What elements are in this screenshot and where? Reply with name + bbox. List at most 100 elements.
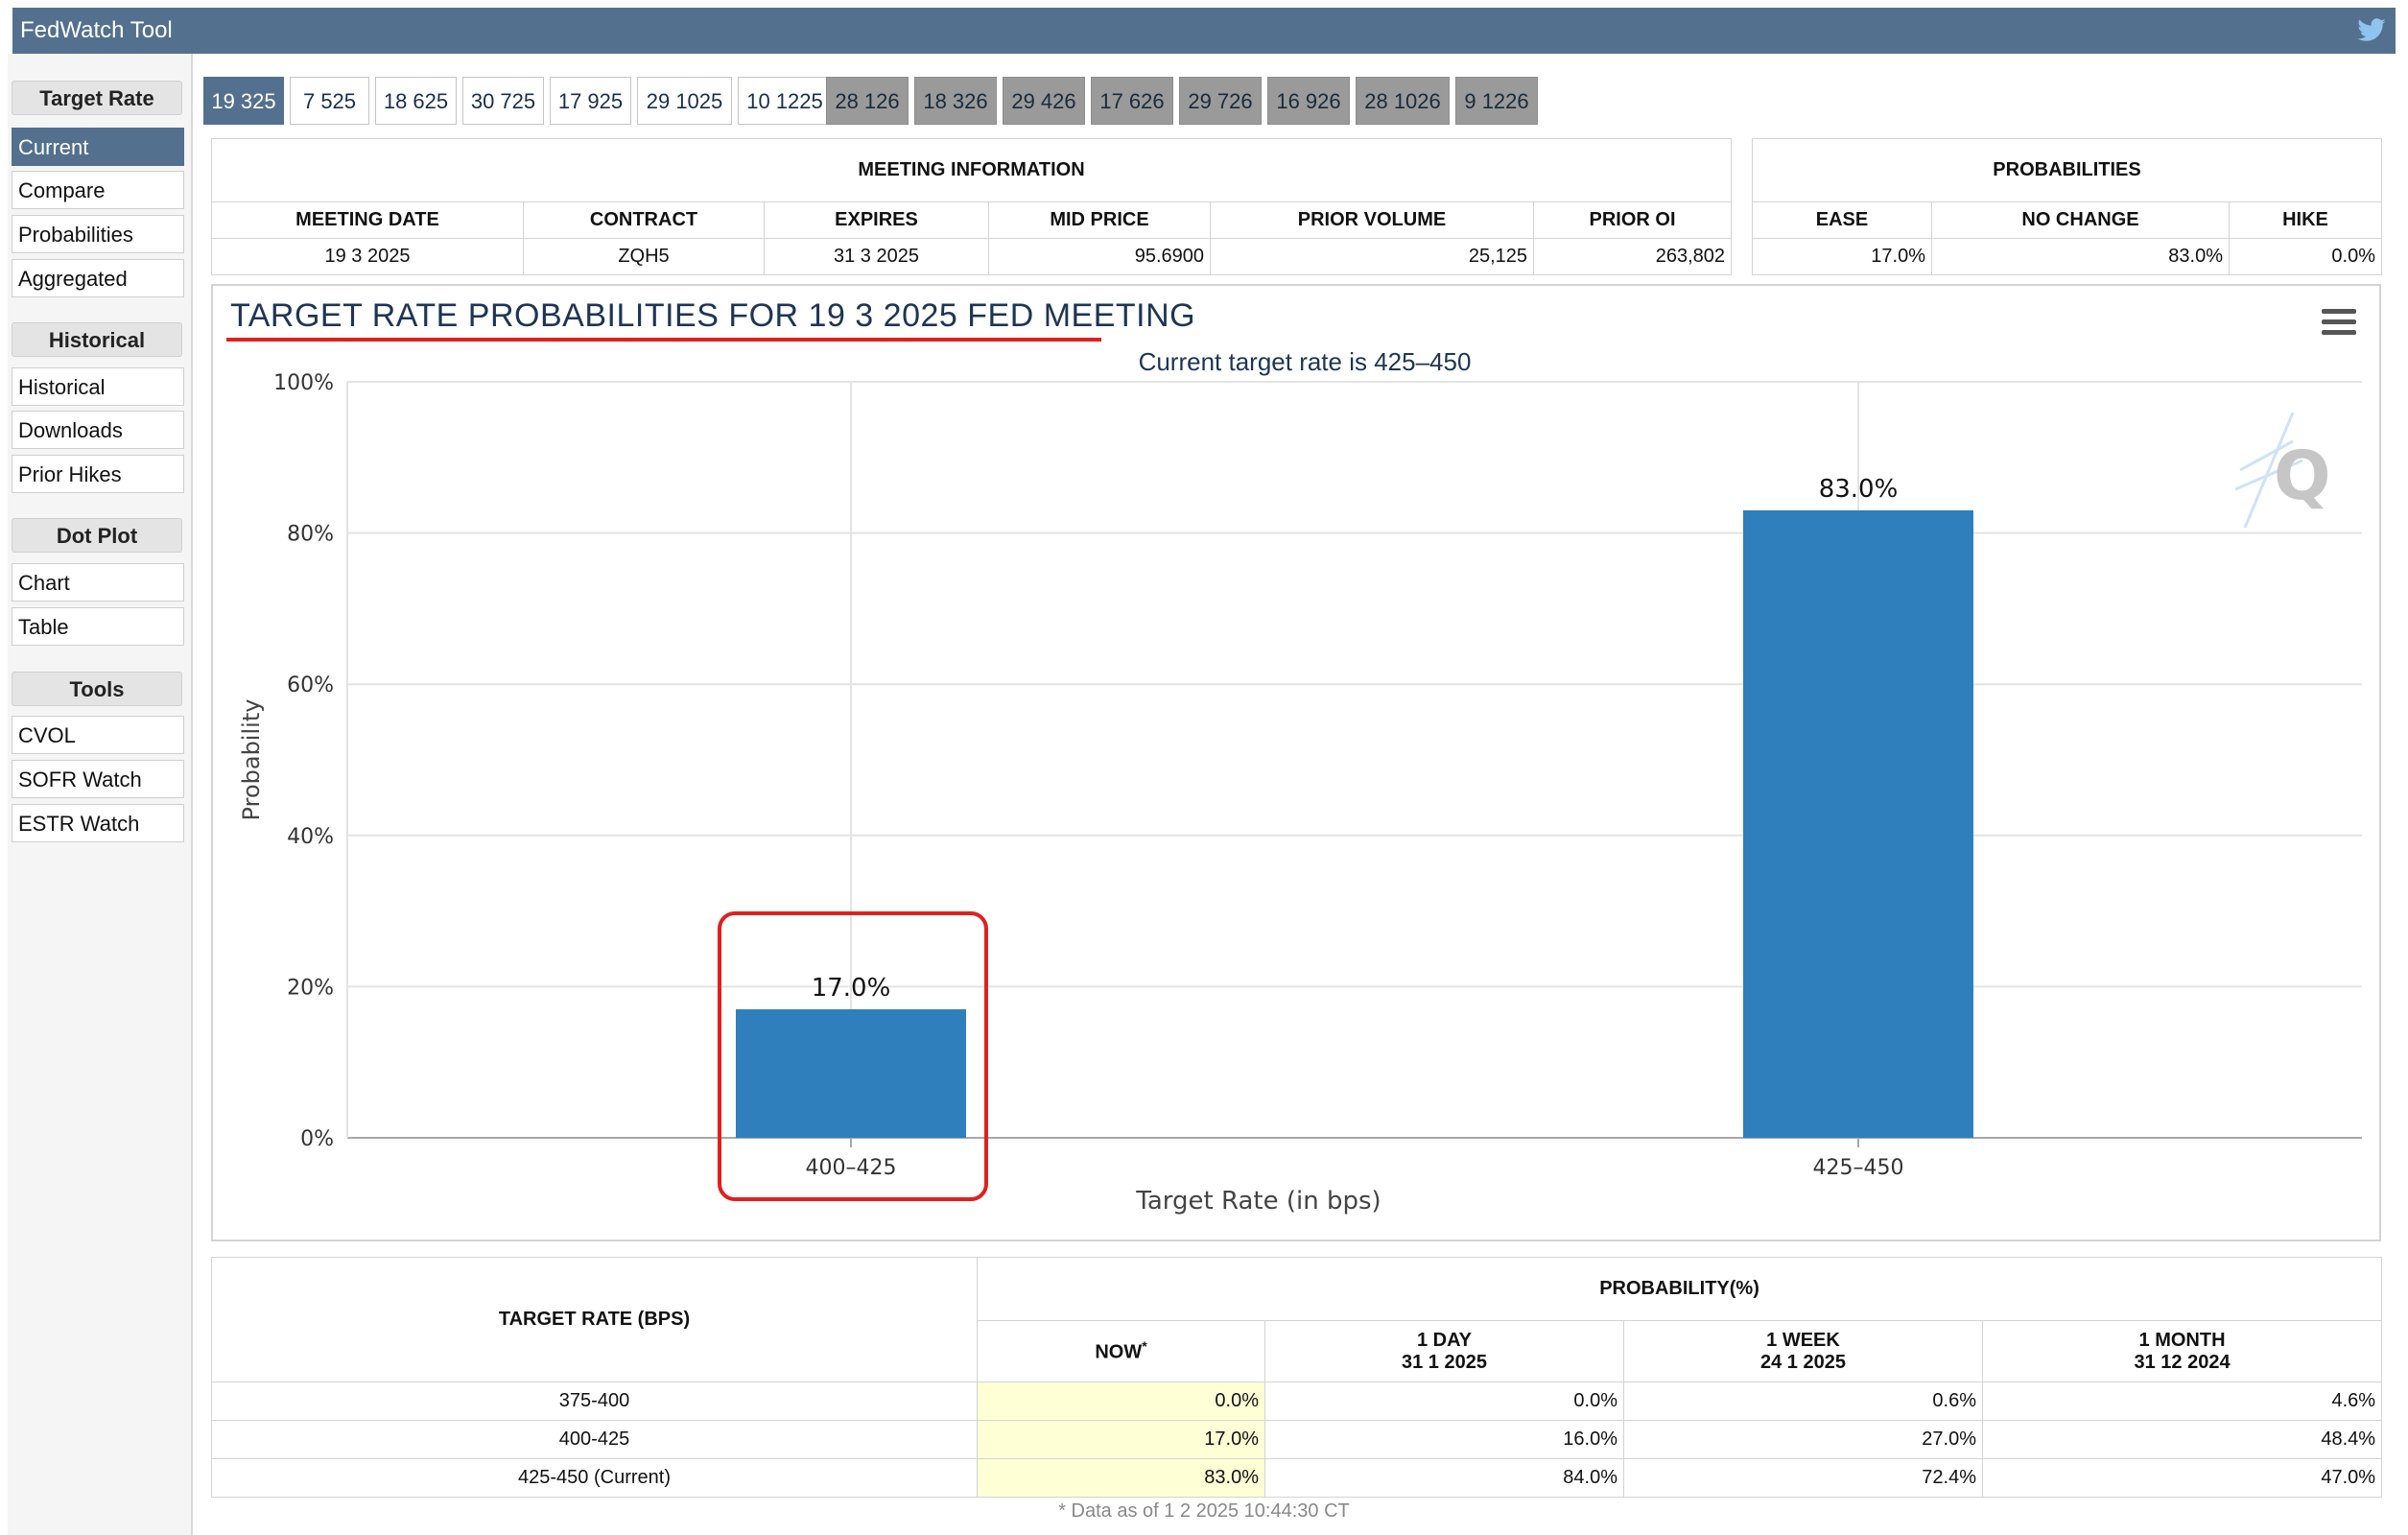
col-no-change: NO CHANGE xyxy=(1931,201,2230,239)
week-cell: 27.0% xyxy=(1623,1420,1983,1459)
hike-value: 0.0% xyxy=(2228,238,2383,275)
probability-group-header: PROBABILITY(%) xyxy=(976,1257,2383,1321)
col-now-mark: * xyxy=(1142,1338,1147,1355)
col-1-day-date: 31 1 2025 xyxy=(1402,1351,1487,1373)
col-target-rate: TARGET RATE (BPS) xyxy=(211,1257,978,1382)
chart-subtitle: Current target rate is 425–450 xyxy=(1138,347,1472,376)
chart-title: TARGET RATE PROBABILITIES FOR 19 3 2025 … xyxy=(230,297,1196,334)
expires-value: 31 3 2025 xyxy=(764,238,989,275)
month-cell: 4.6% xyxy=(1981,1382,2383,1421)
sidebar-item-probabilities[interactable]: Probabilities xyxy=(12,215,184,253)
contract-value: ZQH5 xyxy=(523,238,765,275)
sidebar-item-chart[interactable]: Chart xyxy=(12,563,184,602)
bar xyxy=(1743,509,1973,1138)
col-prior-oi: PRIOR OI xyxy=(1533,201,1732,239)
y-tick-label: 20% xyxy=(287,976,334,1000)
bar-data-label: 83.0% xyxy=(1819,475,1899,504)
x-tick-label: 400–425 xyxy=(806,1156,897,1180)
app-header: FedWatch Tool xyxy=(12,8,2396,54)
tab-meeting[interactable]: 29 1025 xyxy=(637,77,732,125)
sidebar-heading-target-rate: Target Rate xyxy=(12,81,182,115)
col-1-month: 1 MONTH 31 12 2024 xyxy=(1981,1320,2383,1382)
hamburger-menu-icon[interactable] xyxy=(2322,309,2356,338)
day-cell: 84.0% xyxy=(1264,1458,1624,1498)
y-tick-label: 80% xyxy=(287,523,334,547)
tab-meeting[interactable]: 17 626 xyxy=(1091,77,1173,125)
tab-meeting[interactable]: 29 426 xyxy=(1003,77,1085,125)
tab-meeting[interactable]: 17 925 xyxy=(550,77,631,125)
day-cell: 16.0% xyxy=(1264,1420,1624,1459)
y-tick-label: 100% xyxy=(273,371,334,395)
probabilities-summary-table: PROBABILITIES EASE NO CHANGE HIKE 17.0% … xyxy=(1751,138,2383,275)
col-expires: EXPIRES xyxy=(764,201,989,239)
week-cell: 0.6% xyxy=(1623,1382,1983,1421)
col-1-week: 1 WEEK 24 1 2025 xyxy=(1623,1320,1983,1382)
week-cell: 72.4% xyxy=(1623,1458,1983,1498)
probability-table: TARGET RATE (BPS) PROBABILITY(%) NOW* 1 … xyxy=(211,1257,2383,1498)
col-meeting-date: MEETING DATE xyxy=(211,201,524,239)
now-cell: 0.0% xyxy=(977,1382,1265,1421)
now-cell: 17.0% xyxy=(977,1420,1265,1459)
col-now-label: NOW xyxy=(1095,1341,1143,1363)
y-tick-label: 0% xyxy=(300,1127,334,1151)
now-cell: 83.0% xyxy=(977,1458,1265,1498)
rate-cell: 425-450 (Current) xyxy=(211,1458,978,1498)
col-ease: EASE xyxy=(1752,201,1932,239)
x-axis-label: Target Rate (in bps) xyxy=(1135,1187,1381,1216)
ease-value: 17.0% xyxy=(1752,238,1932,275)
sidebar-item-cvol[interactable]: CVOL xyxy=(12,716,184,754)
table-row: 375-400 0.0% 0.0% 0.6% 4.6% xyxy=(211,1382,2383,1421)
tab-meeting[interactable]: 9 1226 xyxy=(1455,77,1538,125)
sidebar-heading-historical: Historical xyxy=(12,322,182,357)
rate-cell: 400-425 xyxy=(211,1420,978,1459)
x-tick-label: 425–450 xyxy=(1813,1156,1904,1180)
meeting-info-table: MEETING INFORMATION MEETING DATE CONTRAC… xyxy=(211,138,1732,275)
mid-price-value: 95.6900 xyxy=(988,238,1211,275)
sidebar-item-compare[interactable]: Compare xyxy=(12,171,184,209)
app-title: FedWatch Tool xyxy=(20,17,173,43)
tab-meeting[interactable]: 30 725 xyxy=(462,77,544,125)
bar xyxy=(736,1009,966,1138)
col-1-day-label: 1 DAY xyxy=(1416,1329,1473,1351)
sidebar-item-downloads[interactable]: Downloads xyxy=(12,411,184,449)
tab-meeting[interactable]: 19 325 xyxy=(203,77,284,125)
sidebar-item-table[interactable]: Table xyxy=(12,607,184,646)
tab-meeting[interactable]: 18 326 xyxy=(914,77,997,125)
svg-text:Q: Q xyxy=(2274,437,2331,515)
tab-meeting[interactable]: 18 625 xyxy=(375,77,457,125)
col-1-week-date: 24 1 2025 xyxy=(1760,1351,1846,1373)
tab-meeting[interactable]: 10 1225 xyxy=(738,77,832,125)
tab-meeting[interactable]: 16 926 xyxy=(1267,77,1350,125)
probabilities-title: PROBABILITIES xyxy=(1751,138,2383,202)
data-timestamp-note: * Data as of 1 2 2025 10:44:30 CT xyxy=(1058,1500,1350,1522)
y-axis-label: Probability xyxy=(238,699,265,821)
col-1-month-label: 1 MONTH xyxy=(2138,1329,2226,1351)
sidebar-item-sofr-watch[interactable]: SOFR Watch xyxy=(12,760,184,798)
sidebar-item-estr-watch[interactable]: ESTR Watch xyxy=(12,804,184,842)
sidebar-item-historical[interactable]: Historical xyxy=(12,367,184,406)
col-1-week-label: 1 WEEK xyxy=(1766,1329,1840,1351)
prior-volume-value: 25,125 xyxy=(1210,238,1534,275)
col-hike: HIKE xyxy=(2228,201,2383,239)
table-row: 400-425 17.0% 16.0% 27.0% 48.4% xyxy=(211,1420,2383,1459)
tab-meeting[interactable]: 29 726 xyxy=(1179,77,1262,125)
sidebar-item-current[interactable]: Current xyxy=(12,128,184,166)
day-cell: 0.0% xyxy=(1264,1382,1624,1421)
twitter-bird-icon[interactable] xyxy=(2355,15,2388,46)
sidebar-item-prior-hikes[interactable]: Prior Hikes xyxy=(12,455,184,493)
meeting-info-title: MEETING INFORMATION xyxy=(211,138,1732,202)
rate-cell: 375-400 xyxy=(211,1382,978,1421)
col-1-month-date: 31 12 2024 xyxy=(2134,1351,2231,1373)
y-tick-label: 40% xyxy=(287,825,334,849)
bar-data-label: 17.0% xyxy=(812,974,891,1003)
month-cell: 47.0% xyxy=(1981,1458,2383,1498)
sidebar-item-aggregated[interactable]: Aggregated xyxy=(12,259,184,297)
tab-meeting[interactable]: 28 1026 xyxy=(1356,77,1450,125)
tab-meeting[interactable]: 7 525 xyxy=(290,77,369,125)
sidebar-heading-dot-plot: Dot Plot xyxy=(12,518,182,553)
col-now: NOW* xyxy=(977,1320,1265,1382)
quikstrike-logo-icon: Q xyxy=(2235,412,2331,529)
tab-meeting[interactable]: 28 126 xyxy=(826,77,909,125)
prior-oi-value: 263,802 xyxy=(1533,238,1732,275)
